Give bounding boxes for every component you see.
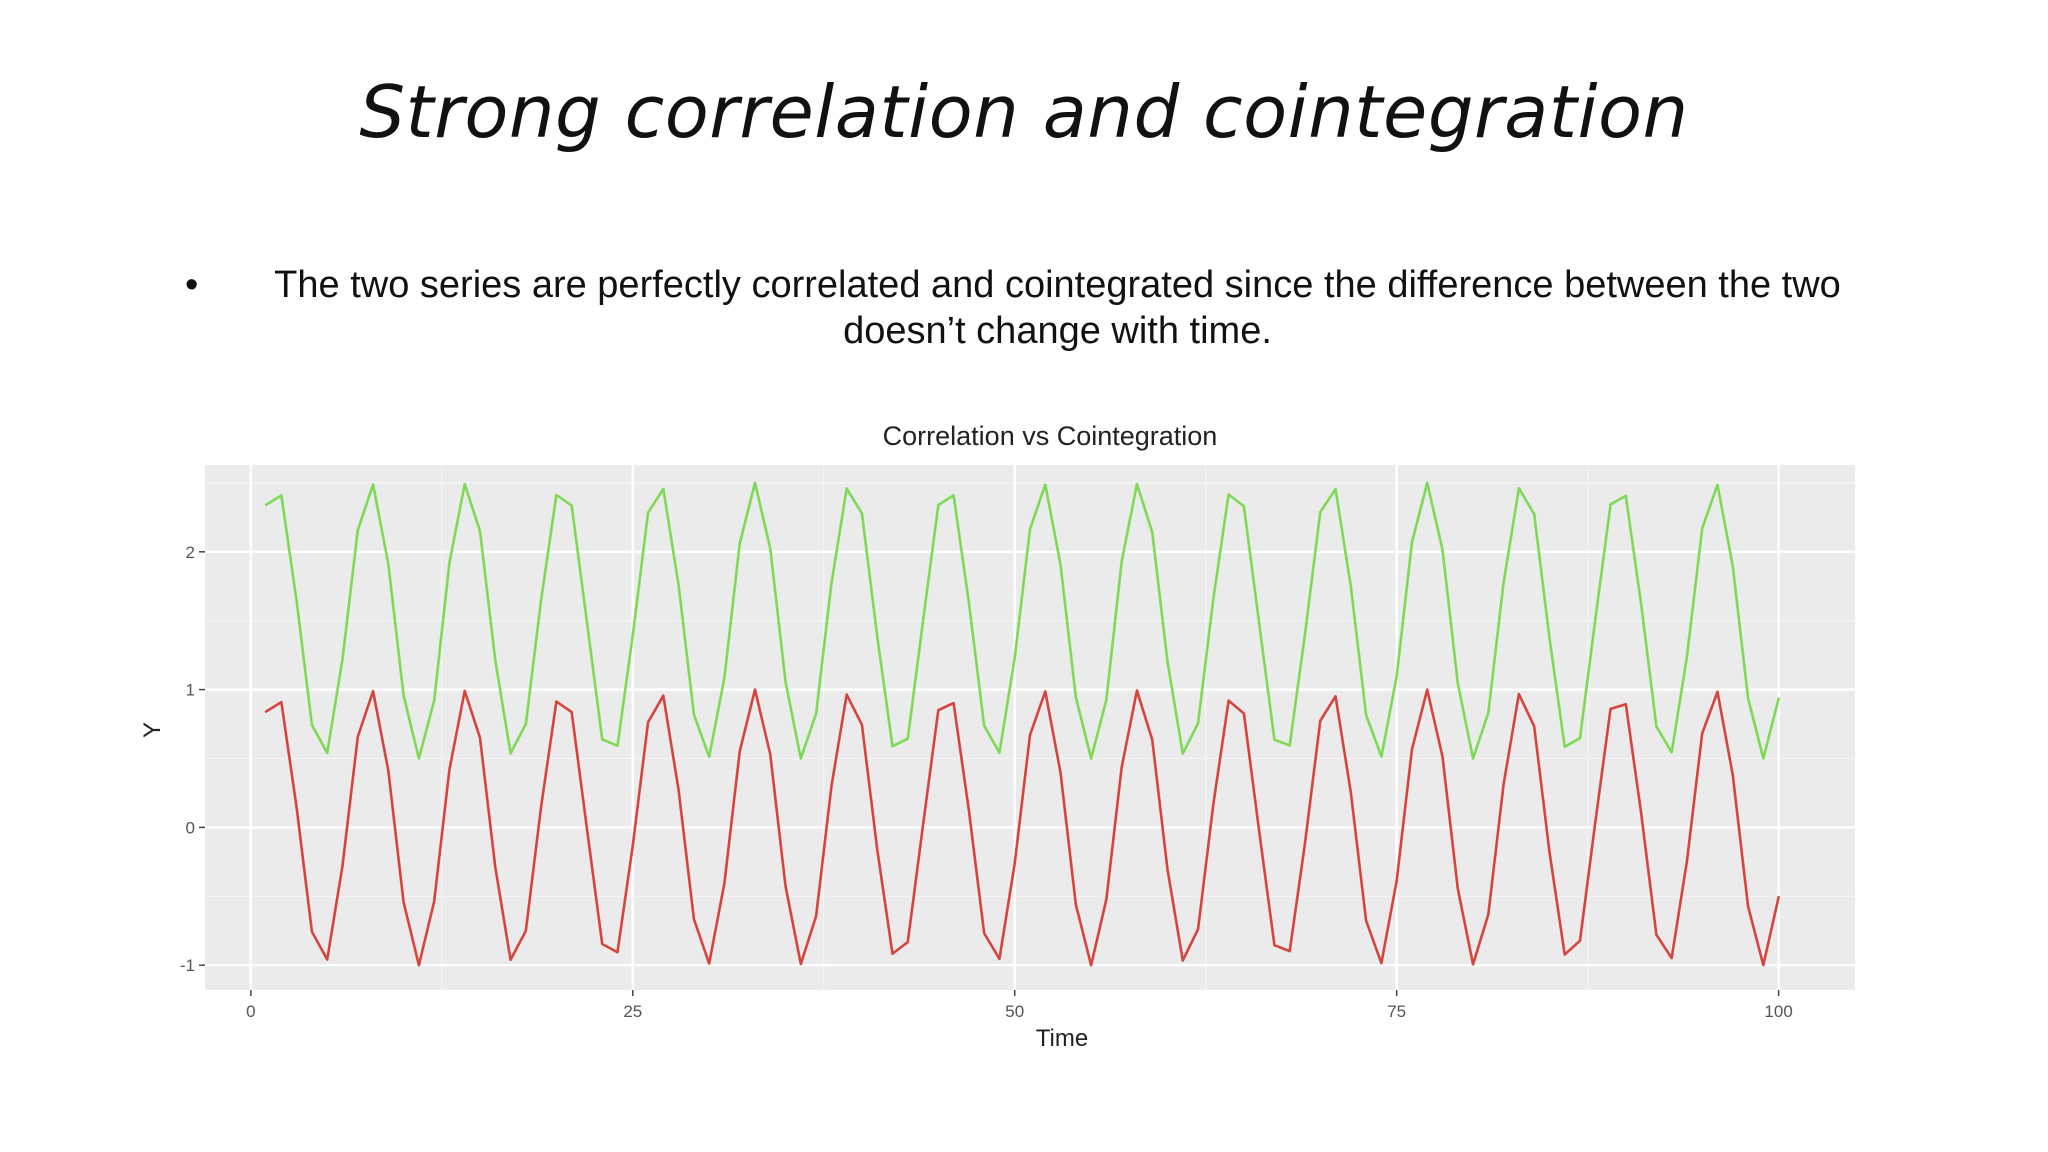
series-lines <box>264 481 1780 967</box>
x-tick-label: 0 <box>246 1002 255 1021</box>
y-tick-label: 0 <box>186 818 195 837</box>
x-tick-label: 75 <box>1387 1002 1406 1021</box>
series-line-1 <box>264 481 1780 760</box>
bullet-marker: • <box>185 264 199 306</box>
series-line-2 <box>264 688 1780 967</box>
line-chart: Correlation vs Cointegration 0 25 50 75 100 -… <box>139 421 1855 1052</box>
grid-lines <box>205 465 1855 990</box>
y-tick-label: 1 <box>186 681 195 700</box>
bullet-text: The two series are perfectly correlated … <box>274 264 1841 352</box>
x-axis-label: Time <box>1036 1025 1088 1052</box>
slide-title: Strong correlation and cointegration <box>359 70 1689 154</box>
y-tick-label: -1 <box>180 956 195 975</box>
y-tick-label: 2 <box>186 543 195 562</box>
axes: 0 25 50 75 100 -1 0 1 2 <box>180 543 1793 1021</box>
chart-container: Correlation vs Cointegration 0 25 50 75 100 -… <box>130 410 1930 1060</box>
chart-title: Correlation vs Cointegration <box>883 421 1218 451</box>
x-tick-label: 100 <box>1764 1002 1792 1021</box>
y-axis-label: Y <box>139 722 166 738</box>
bullet-point: • The two series are perfectly correlate… <box>185 262 1885 354</box>
x-tick-label: 50 <box>1005 1002 1024 1021</box>
x-tick-label: 25 <box>623 1002 642 1021</box>
